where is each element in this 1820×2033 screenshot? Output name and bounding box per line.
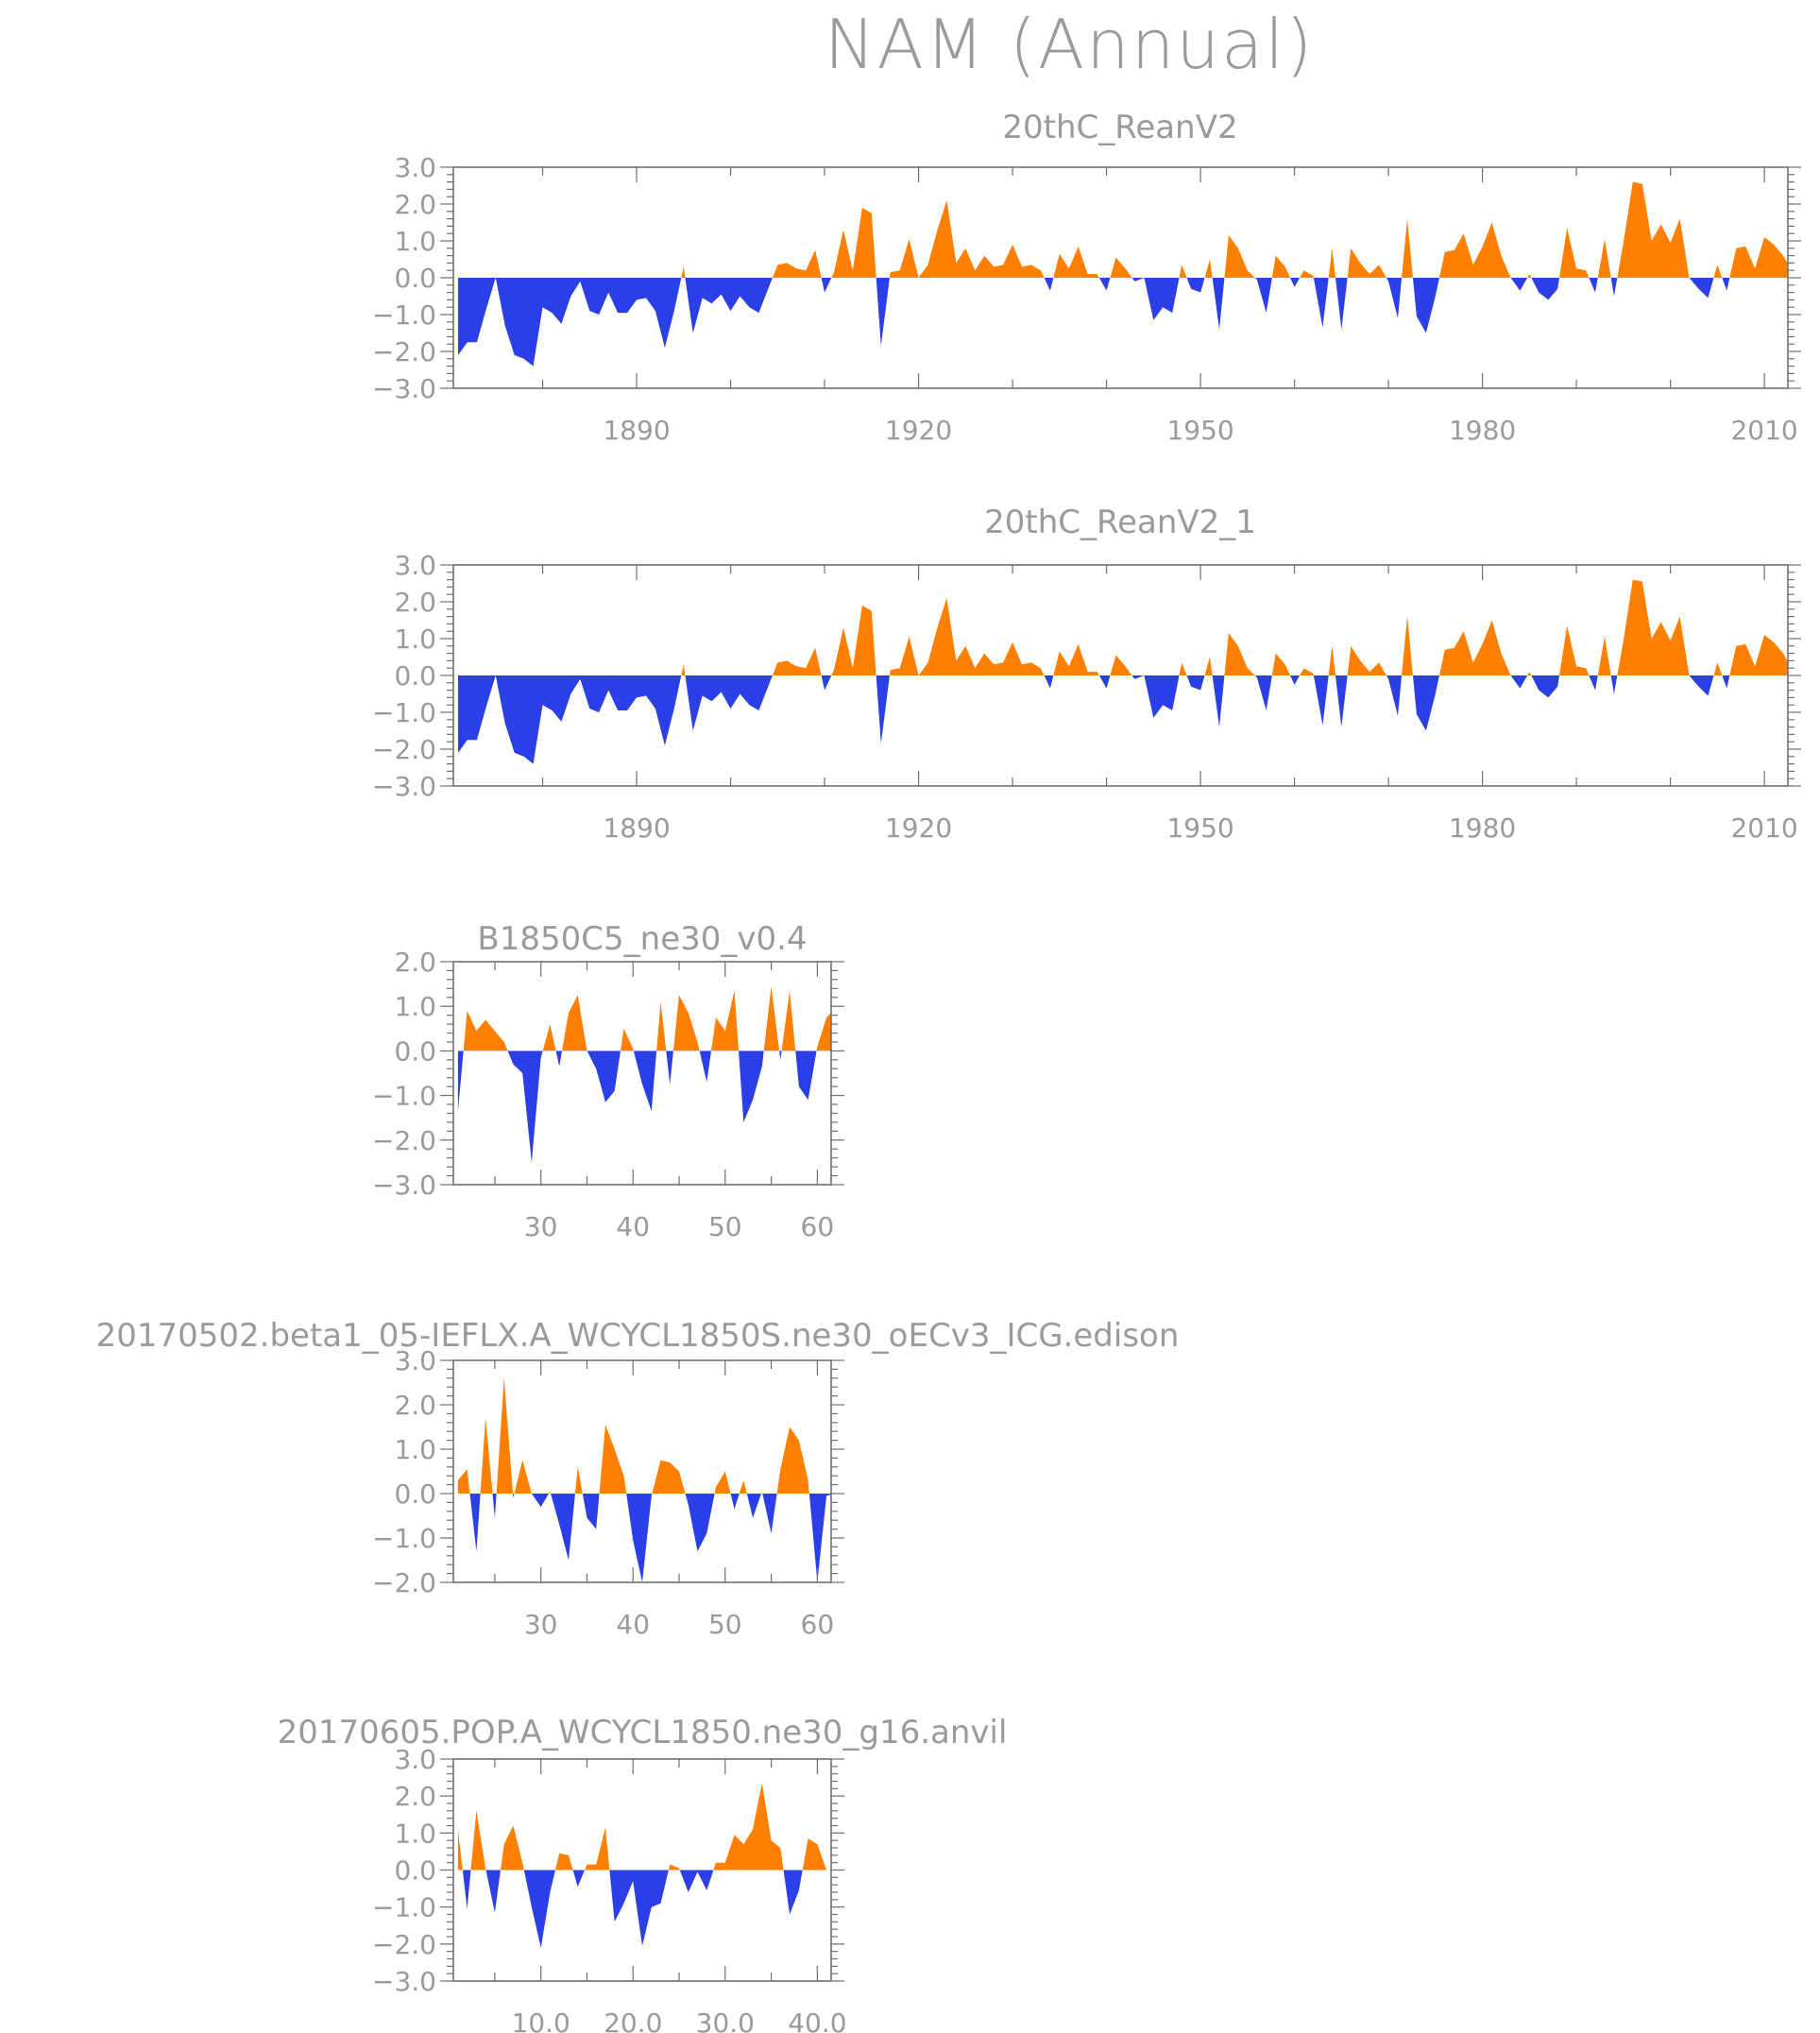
- y-tick-label: −3.0: [372, 1966, 436, 1997]
- y-tick-label: 0.0: [394, 660, 436, 692]
- y-tick-label: 2.0: [394, 947, 436, 978]
- series-negative-area: [457, 1051, 817, 1163]
- y-tick-label: 0.0: [394, 1855, 436, 1887]
- y-tick-label: −3.0: [372, 1170, 436, 1201]
- y-tick-label: −1.0: [372, 299, 436, 331]
- y-tick-label: 3.0: [394, 550, 436, 581]
- y-tick-label: 1.0: [394, 1818, 436, 1849]
- x-tick-label: 60: [801, 1609, 835, 1640]
- data-points: [458, 182, 1820, 367]
- y-tick-label: −1.0: [372, 697, 436, 728]
- x-tick-label: 50: [708, 1211, 742, 1242]
- y-tick-label: 2.0: [394, 189, 436, 220]
- y-tick-label: −2.0: [372, 734, 436, 765]
- chart-panel-1: 3.0 2.0 1.0 0.0 −1.0 −2.0 −3.0 1890 1920 1950 1980…: [372, 109, 1820, 446]
- x-tick-label: 1950: [1166, 415, 1233, 446]
- x-tick-label: 40.0: [788, 2007, 846, 2033]
- y-tick-label: 0.0: [394, 263, 436, 294]
- panel-title: 20thC_ReanV2_1: [984, 504, 1256, 541]
- x-tick-label: 1890: [603, 812, 670, 844]
- x-tick-label: 20.0: [604, 2007, 662, 2033]
- x-tick-label: 50: [708, 1609, 742, 1640]
- series-negative-area: [457, 1870, 827, 1948]
- y-tick-label: 3.0: [394, 1345, 436, 1376]
- x-tick-label: 30: [524, 1609, 558, 1640]
- y-tick-label: 0.0: [394, 1478, 436, 1510]
- y-tick-label: −2.0: [372, 1125, 436, 1156]
- chart-panel-3: 2.0 1.0 0.0 −1.0 −2.0 −3.0 30 40 50 60 B1850C5_ne3…: [372, 920, 844, 1242]
- x-tick-label: 1920: [885, 415, 952, 446]
- x-tick-label: 40: [616, 1211, 650, 1242]
- panel-title: 20170502.beta1_05-IEFLX.A_WCYCL1850S.ne3…: [96, 1317, 1180, 1355]
- y-tick-label: −1.0: [372, 1081, 436, 1112]
- chart-panel-5: 3.0 2.0 1.0 0.0 −1.0 −2.0 −3.0 10.0 20.0 30.0 40.0…: [278, 1714, 1008, 2033]
- y-tick-label: −1.0: [372, 1892, 436, 1923]
- x-tick-label: 2010: [1730, 812, 1797, 844]
- series-negative-area: [458, 675, 1788, 764]
- y-tick-label: −3.0: [372, 373, 436, 404]
- series-negative-area: [458, 278, 1788, 367]
- x-tick-label: 2010: [1730, 415, 1797, 446]
- x-tick-label: 60: [801, 1211, 835, 1242]
- x-tick-label: 1920: [885, 812, 952, 844]
- x-tick-label: 10.0: [512, 2007, 570, 2033]
- y-tick-label: 2.0: [394, 587, 436, 618]
- series-negative-area: [457, 1494, 831, 1582]
- x-tick-label: 30: [524, 1211, 558, 1242]
- y-tick-label: −2.0: [372, 1567, 436, 1598]
- series-positive-area: [457, 1377, 831, 1494]
- plot-frame: [452, 961, 832, 1186]
- y-tick-label: −1.0: [372, 1523, 436, 1554]
- y-tick-label: −2.0: [372, 336, 436, 367]
- y-tick-label: 2.0: [394, 1781, 436, 1812]
- series-positive-area: [457, 1783, 827, 1871]
- x-tick-label: 1980: [1449, 812, 1516, 844]
- y-tick-label: 1.0: [394, 624, 436, 655]
- plot-frame: [452, 1359, 832, 1583]
- panel-title: B1850C5_ne30_v0.4: [477, 920, 807, 958]
- y-tick-label: 1.0: [394, 991, 436, 1022]
- y-tick-label: 2.0: [394, 1390, 436, 1421]
- chart-panel-2: 3.0 2.0 1.0 0.0 −1.0 −2.0 −3.0 1890 1920 1950 1980…: [372, 504, 1820, 844]
- y-tick-label: −3.0: [372, 771, 436, 802]
- y-tick-label: 0.0: [394, 1035, 436, 1067]
- y-tick-label: 1.0: [394, 1434, 436, 1465]
- series-positive-area: [457, 986, 831, 1051]
- x-tick-label: 30.0: [696, 2007, 755, 2033]
- panel-title: 20thC_ReanV2: [1002, 109, 1237, 146]
- x-tick-label: 40: [616, 1609, 650, 1640]
- y-tick-label: 3.0: [394, 152, 436, 183]
- x-tick-label: 1890: [603, 415, 670, 446]
- x-tick-label: 1950: [1166, 812, 1233, 844]
- y-tick-label: 1.0: [394, 226, 436, 257]
- panel-title: 20170605.POP.A_WCYCL1850.ne30_g16.anvil: [278, 1714, 1008, 1751]
- y-tick-label: 3.0: [394, 1744, 436, 1775]
- data-points: [458, 580, 1820, 764]
- figure-title: NAM (Annual): [825, 5, 1315, 84]
- series-positive-area: [458, 579, 1788, 675]
- chart-panel-4: 3.0 2.0 1.0 0.0 −1.0 −2.0 30 40 50 60 20170502.bet…: [96, 1317, 1180, 1640]
- series-positive-area: [458, 181, 1788, 278]
- x-tick-label: 1980: [1449, 415, 1516, 446]
- y-tick-label: −2.0: [372, 1929, 436, 1960]
